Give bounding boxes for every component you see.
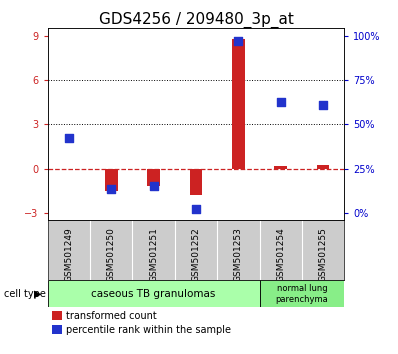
Bar (317, 165, 330, 169)
Point (277, 99, 284, 105)
Point (66, 135, 72, 141)
Text: GSM501251: GSM501251 (149, 228, 158, 282)
Point (108, 187, 115, 192)
Point (320, 102, 326, 108)
Bar (105, 169, 118, 191)
Bar (190, 169, 202, 195)
Point (193, 206, 199, 211)
Text: ▶: ▶ (34, 289, 41, 299)
Bar (232, 39, 245, 169)
Text: GSM501254: GSM501254 (276, 228, 285, 282)
Text: GSM501253: GSM501253 (234, 228, 243, 282)
Text: normal lung
parenchyma: normal lung parenchyma (275, 284, 328, 304)
Text: percentile rank within the sample: percentile rank within the sample (66, 325, 231, 335)
Text: cell type: cell type (4, 289, 46, 299)
Text: GSM501249: GSM501249 (64, 228, 74, 282)
Bar (274, 166, 287, 169)
Point (235, 38, 242, 44)
Text: GSM501250: GSM501250 (107, 228, 116, 282)
Text: caseous TB granulomas: caseous TB granulomas (92, 289, 216, 299)
Text: GSM501255: GSM501255 (318, 228, 328, 282)
Text: GSM501252: GSM501252 (191, 228, 201, 282)
Point (150, 183, 157, 189)
Bar (259, 280, 344, 307)
Text: transformed count: transformed count (66, 311, 156, 321)
Bar (147, 169, 160, 186)
Title: GDS4256 / 209480_3p_at: GDS4256 / 209480_3p_at (99, 12, 293, 28)
Bar (48, 280, 259, 307)
